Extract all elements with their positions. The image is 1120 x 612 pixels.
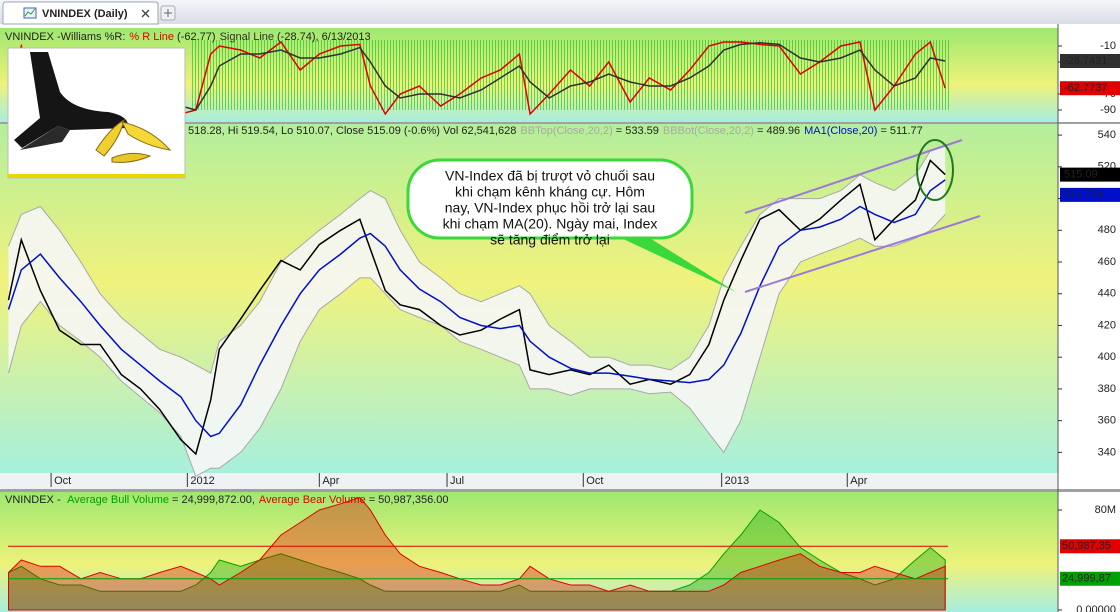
new-tab[interactable] — [160, 5, 176, 21]
header-series-name: Average Bear Volume — [259, 494, 366, 506]
callout-text: khi chạm kênh kháng cự. Hôm — [455, 184, 645, 200]
x-tick-label: Apr — [322, 475, 339, 487]
pane-separator — [0, 489, 1120, 492]
y-tick-label: 480 — [1098, 224, 1116, 236]
header-series-value: = 533.59 — [616, 125, 659, 137]
x-tick-label: Oct — [54, 475, 71, 487]
callout-pointer — [600, 228, 736, 292]
header-series-name: Signal Line — [220, 31, 274, 43]
pane-texture — [190, 40, 950, 110]
volume-area — [7, 509, 946, 611]
value-box — [1060, 539, 1120, 554]
y-tick-label: 400 — [1098, 351, 1116, 363]
y-tick-label: 540 — [1098, 129, 1116, 141]
header-series-value: = 511.77 — [880, 125, 922, 137]
x-tick-label: 2013 — [725, 475, 749, 487]
y-tick-label: 440 — [1098, 288, 1116, 300]
header-series-name: BBTop(Close,20,2) — [520, 125, 612, 137]
header-series-value: (-28.74) — [277, 31, 316, 43]
callout-box — [406, 158, 694, 240]
pane-background — [0, 492, 1058, 612]
tab-bar — [0, 0, 1120, 24]
channel-line — [744, 139, 963, 214]
callout: VN-Index đã bị trượt vỏ chuối sau khi ch… — [406, 158, 736, 292]
header-series-name: BBBot(Close,20,2) — [663, 125, 754, 137]
header-series-value: (-62.77) — [177, 31, 216, 43]
y-tick-label: 360 — [1098, 415, 1116, 427]
x-tick-label: Jul — [450, 475, 464, 487]
x-axis-band — [0, 473, 1058, 489]
header-series-value: = 24,999,872.00, — [172, 494, 255, 506]
callout-text: khi chạm MA(20). Ngày mai, Index — [443, 216, 658, 232]
header-title: VNINDEX - — [5, 494, 63, 506]
value-box-label: 50,987,35 — [1062, 540, 1111, 552]
tab-title: VNINDEX (Daily) — [42, 8, 128, 20]
value-box-label: 511.774 — [1064, 189, 1103, 201]
band-fill — [8, 145, 946, 477]
x-tick-label: Apr — [850, 475, 867, 487]
series-line — [7, 179, 946, 438]
value-box — [1060, 167, 1120, 182]
value-box — [1060, 571, 1120, 586]
highlight-ellipse — [916, 139, 954, 201]
pane-header: 518.28, Hi 519.54, Lo 510.07, Close 515.… — [188, 125, 923, 137]
header-title: VNINDEX -Williams %R: — [5, 31, 125, 43]
value-box-label: 24,999,87 — [1062, 573, 1111, 585]
value-box-label: -28.7431 — [1064, 55, 1107, 67]
y-tick-label: 460 — [1098, 256, 1116, 268]
y-tick-label: 340 — [1098, 446, 1116, 458]
value-box — [1060, 53, 1120, 68]
picture — [7, 47, 186, 179]
value-box-label: -62.7737 — [1064, 82, 1107, 94]
header-subtitle: , 6/13/2013 — [316, 31, 371, 43]
y-tick-label: 380 — [1098, 383, 1116, 395]
header-title: 518.28, Hi 519.54, Lo 510.07, Close 515.… — [188, 125, 516, 137]
header-series-name: Average Bull Volume — [67, 494, 169, 506]
value-box — [1060, 81, 1120, 96]
channel-line — [744, 215, 981, 293]
pane-separator — [0, 122, 1120, 124]
volume-area — [7, 496, 946, 611]
value-box — [1060, 187, 1120, 202]
y-tick-label: 0.00000 — [1076, 604, 1116, 612]
callout-text: sẽ tăng điểm trở lại — [490, 232, 610, 248]
x-tick-label: Oct — [586, 475, 603, 487]
tab-icon — [24, 8, 36, 17]
y-tick-label: -90 — [1100, 104, 1116, 116]
header-series-name: % R Line — [129, 31, 174, 43]
value-box-label: 515.09 — [1064, 169, 1098, 181]
header-series-name: MA1(Close,20) — [804, 125, 877, 137]
close-icon[interactable] — [141, 9, 150, 18]
callout-text: VN-Index đã bị trượt vỏ chuối sau — [445, 168, 655, 184]
tab[interactable]: VNINDEX (Daily) — [2, 1, 159, 25]
header-series-value: = 50,987,356.00 — [369, 494, 449, 506]
series-line — [7, 159, 946, 456]
y-tick-label: 80M — [1095, 504, 1116, 516]
y-tick-label: -10 — [1100, 40, 1116, 52]
overlay: VN-Index đã bị trượt vỏ chuối sau khi ch… — [7, 47, 981, 293]
x-tick-label: 2012 — [190, 475, 214, 487]
header-series-value: = 489.96 — [757, 125, 800, 137]
pane-header: VNINDEX -Williams %R: % R Line (-62.77) Sig… — [5, 31, 371, 43]
y-tick-label: 420 — [1098, 319, 1116, 331]
pane-header: VNINDEX - Average Bull Volume = 24,999,87… — [5, 494, 449, 506]
callout-text: nay, VN-Index phục hồi trở lại sau — [445, 200, 655, 216]
